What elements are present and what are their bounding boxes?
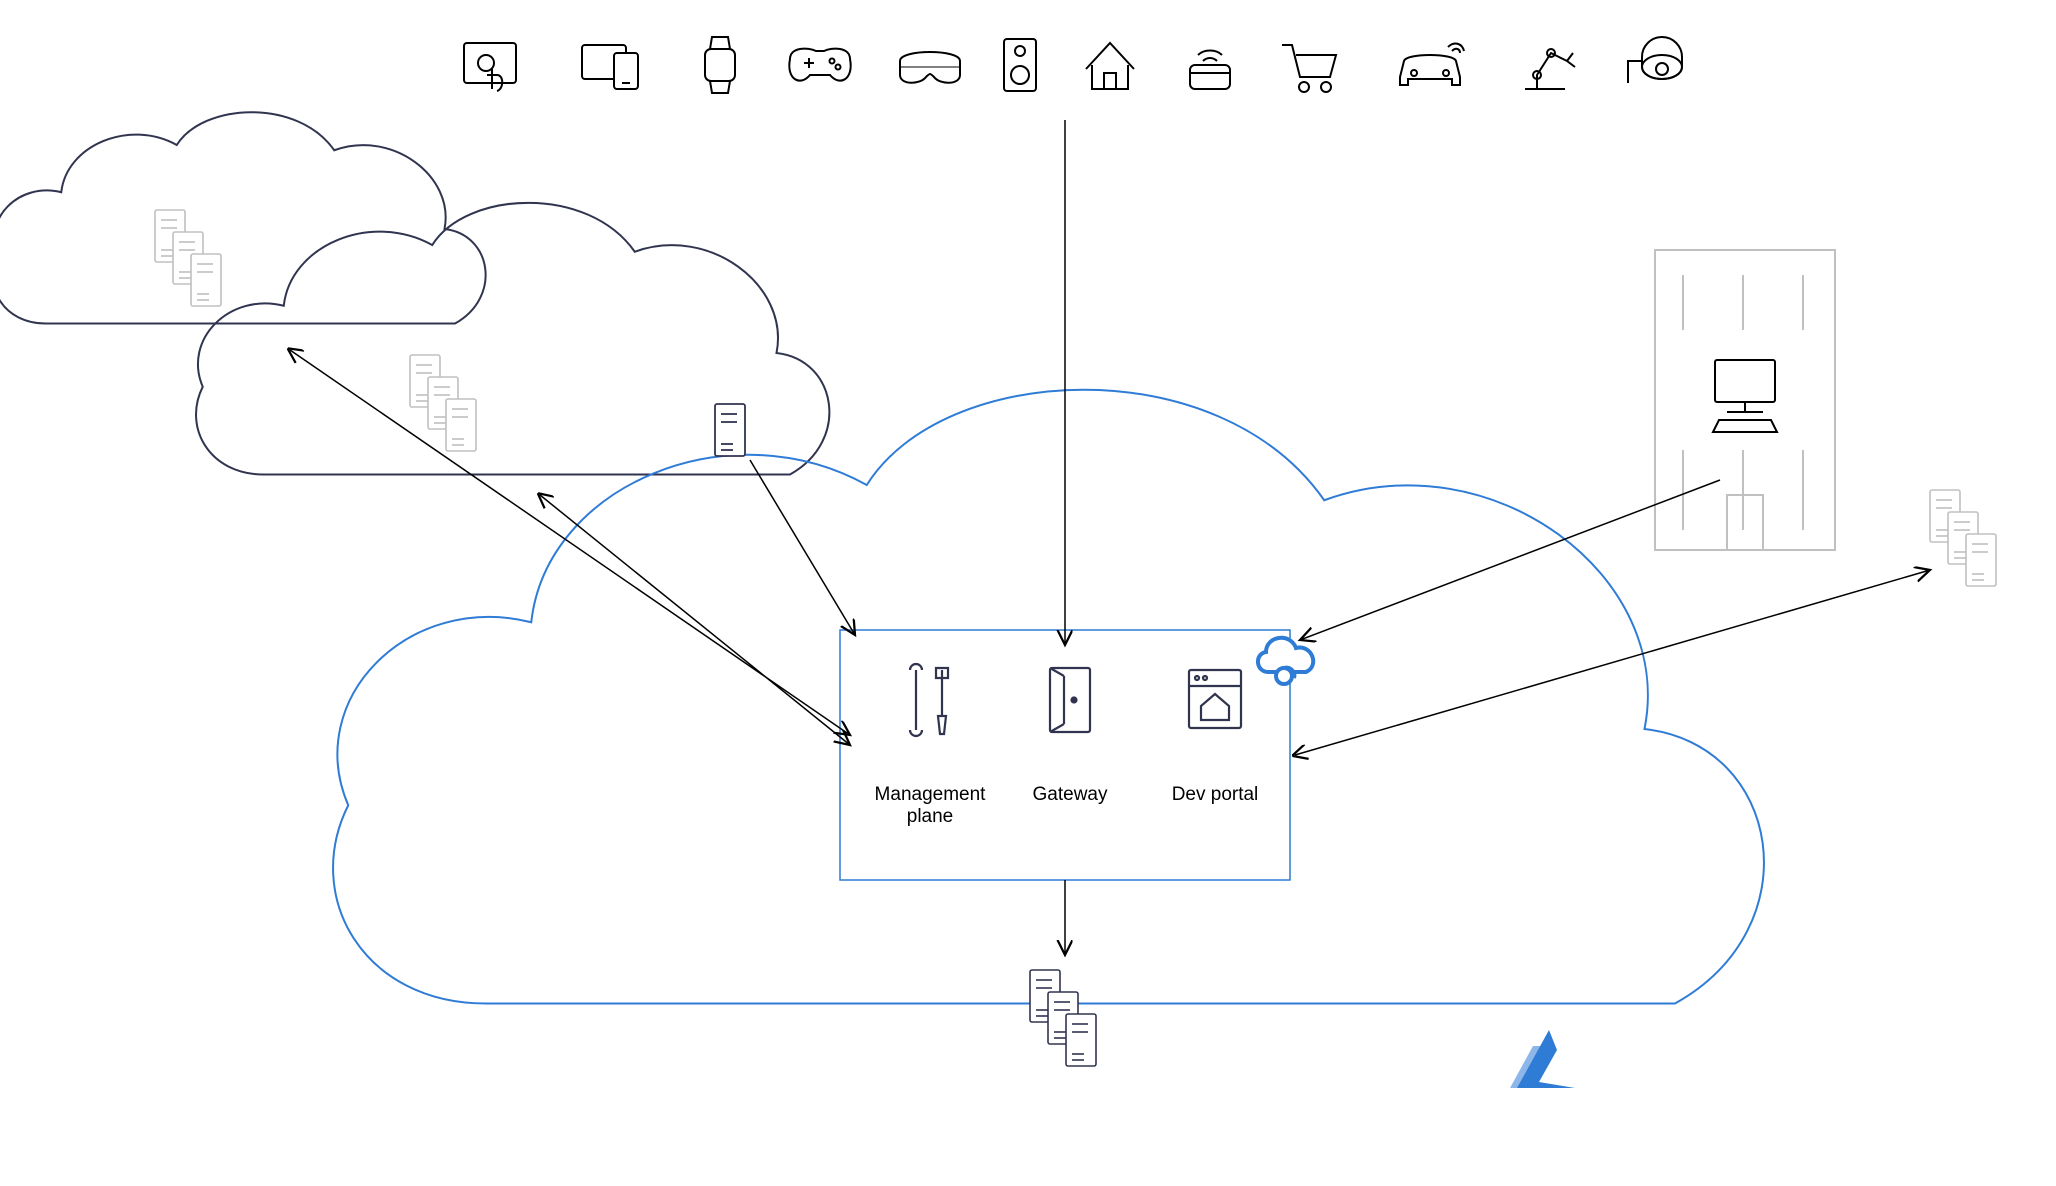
connected-car-icon (1400, 44, 1464, 85)
robot-arm-icon (1525, 49, 1575, 89)
arrow-devportal-to-farservers (1295, 570, 1930, 755)
cloud-other-1 (0, 112, 486, 323)
smartwatch-icon (705, 37, 735, 93)
servers-cloud2 (410, 355, 476, 451)
gateway-label: Gateway (1033, 784, 1108, 805)
management-plane-label: plane (907, 806, 954, 827)
home-icon (1086, 43, 1134, 89)
azure-logo-icon (1510, 1030, 1575, 1088)
game-controller-icon (789, 49, 850, 81)
dev-portal-label: Dev portal (1172, 784, 1259, 805)
management-plane-label: Management (875, 784, 987, 805)
servers-far-right (1930, 490, 1996, 586)
devices-icon (582, 45, 638, 89)
arrow-server-to-box (750, 460, 855, 635)
speaker-icon (1004, 39, 1036, 91)
arrow-cloud2-to-box (540, 495, 850, 745)
office-building-icon (1655, 250, 1835, 550)
vr-headset-icon (900, 52, 960, 83)
api-management-box: Managementplane Gateway Dev portal (840, 630, 1290, 880)
payment-terminal-icon (1190, 51, 1230, 90)
arrow-building-to-box (1300, 480, 1720, 640)
servers-main-bottom (1030, 970, 1096, 1066)
servers-cloud1 (155, 210, 221, 306)
server-cloud2 (715, 404, 745, 456)
touch-screen-icon (464, 43, 516, 91)
shopping-cart-icon (1282, 45, 1336, 92)
security-camera-icon (1628, 37, 1682, 83)
